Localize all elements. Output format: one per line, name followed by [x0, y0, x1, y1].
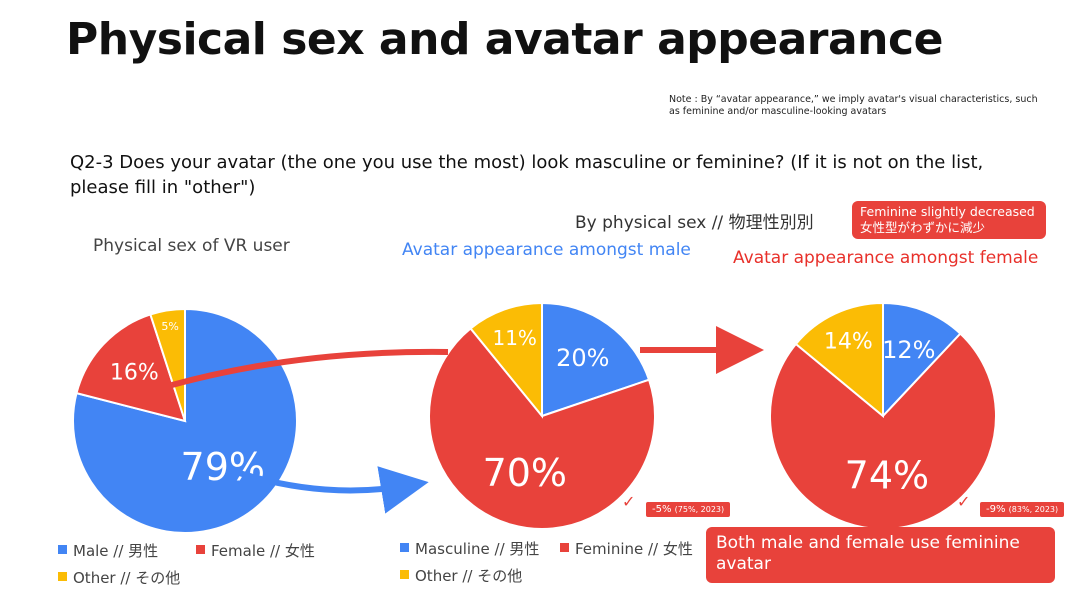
- pie-avatar-male: 20% 70% 11%: [428, 301, 656, 530]
- label-male-79: 79%: [181, 445, 265, 489]
- legend-pie2-other: Other // その他: [400, 565, 522, 586]
- label-other-11: 11%: [492, 326, 536, 350]
- check-mark-icon: ✓: [957, 492, 971, 511]
- slice-other: [469, 301, 543, 419]
- pie-male-title: Avatar appearance amongst male: [402, 240, 691, 260]
- label-feminine-74: 74%: [845, 454, 929, 498]
- legend-pie2-feminine: Feminine // 女性: [560, 538, 693, 559]
- change-main: -9%: [986, 504, 1006, 515]
- label-masculine-20: 20%: [556, 344, 609, 372]
- pie-female-title: Avatar appearance amongst female: [733, 248, 1039, 268]
- legend-label: Masculine // 男性: [415, 540, 540, 558]
- label-other-5: 5%: [161, 320, 178, 333]
- legend-pie1-female: Female // 女性: [196, 540, 315, 561]
- legend-pie1-other: Other // その他: [58, 567, 180, 588]
- legend-label: Female // 女性: [211, 542, 315, 560]
- change-badge-female: -9% (83%, 2023): [980, 502, 1065, 517]
- change-badge-male: -5% (75%, 2023): [646, 502, 731, 517]
- callout-both-feminine: Both male and female use feminine avatar: [706, 527, 1055, 583]
- by-physical-sex-label: By physical sex // 物理性別別: [575, 213, 814, 233]
- legend-swatch: [196, 545, 205, 554]
- legend-swatch: [58, 572, 67, 581]
- slice-other: [149, 307, 186, 422]
- arrow-male-to-male-pie: [229, 466, 429, 514]
- legend-swatch: [560, 543, 569, 552]
- legend-label: Other // その他: [73, 569, 181, 587]
- callout-top-line1: Feminine slightly decreased: [860, 204, 1035, 219]
- change-main: -5%: [652, 504, 672, 515]
- change-detail: (75%, 2023): [674, 505, 725, 514]
- legend-label: Other // その他: [415, 567, 523, 585]
- pie-physical-sex-title: Physical sex of VR user: [93, 236, 290, 256]
- callout-top-line2: 女性型がわずかに減少: [860, 220, 986, 235]
- change-detail: (83%, 2023): [1008, 505, 1059, 514]
- label-female-16: 16%: [110, 360, 159, 385]
- label-other-14: 14%: [824, 329, 873, 354]
- callout-feminine-decreased: Feminine slightly decreased 女性型がわずかに減少: [852, 201, 1046, 239]
- page-title: Physical sex and avatar appearance: [66, 14, 943, 65]
- legend-label: Feminine // 女性: [575, 540, 693, 558]
- legend-pie2-masculine: Masculine // 男性: [400, 538, 539, 559]
- question-text: Q2-3 Does your avatar (the one you use t…: [70, 152, 984, 198]
- arrow-female-to-female-pie: [171, 348, 449, 388]
- slice-other: [794, 301, 884, 419]
- pie-avatar-female: 12% 74% 14%: [769, 301, 997, 530]
- pie-physical-sex: 79% 16% 5%: [72, 307, 298, 534]
- legend-swatch: [400, 543, 409, 552]
- label-masculine-12: 12%: [882, 336, 935, 364]
- note-text: Note : By “avatar appearance,” we imply …: [669, 94, 1038, 117]
- slice-masculine: [541, 301, 651, 418]
- check-mark-icon: ✓: [622, 492, 636, 511]
- slice-masculine: [882, 301, 962, 419]
- slice-male: [72, 307, 298, 534]
- legend-pie1-male: Male // 男性: [58, 540, 158, 561]
- slice-feminine: [428, 327, 656, 530]
- legend-label: Male // 男性: [73, 542, 159, 560]
- slice-female: [75, 313, 187, 423]
- label-feminine-70: 70%: [483, 451, 567, 495]
- legend-swatch: [58, 545, 67, 554]
- legend-swatch: [400, 570, 409, 579]
